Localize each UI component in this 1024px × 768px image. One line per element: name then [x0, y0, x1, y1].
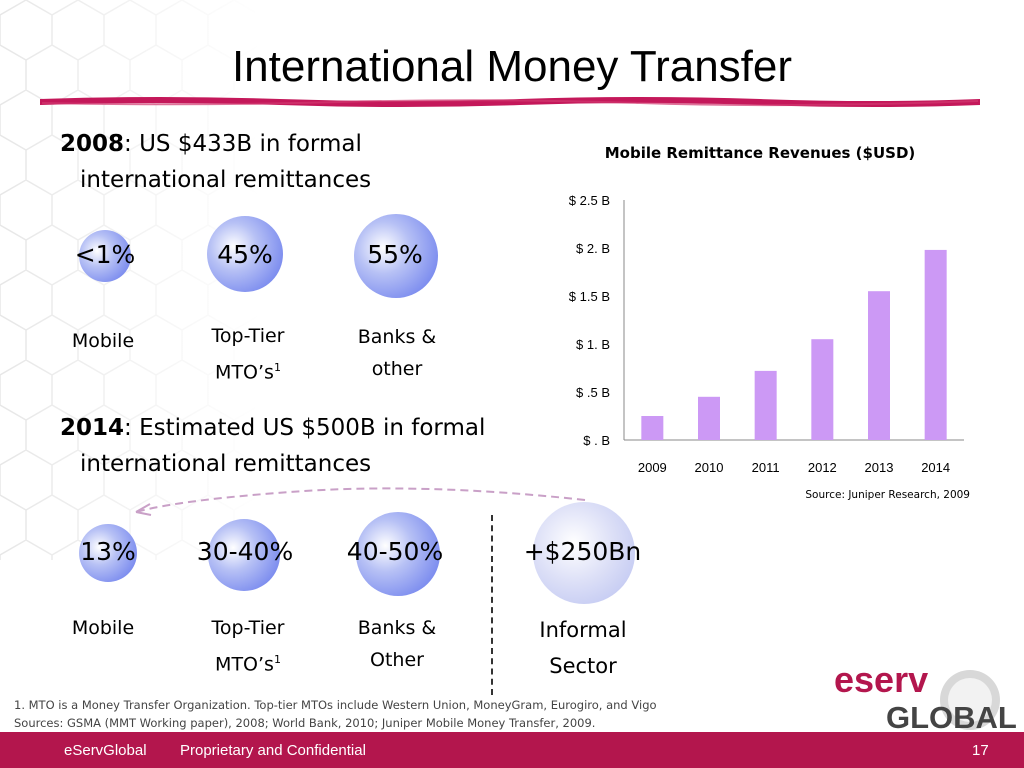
- y-tick-label: $ 2. B: [576, 241, 610, 256]
- bar-2013: [868, 291, 890, 440]
- value-informal-2014: +$250Bn: [523, 537, 642, 566]
- footnote-marker: 1: [273, 653, 281, 666]
- x-tick-label: 2010: [695, 460, 724, 475]
- label-toptier-2014-line2: MTO’s1: [180, 644, 316, 680]
- footnote-sources: Sources: GSMA (MMT Working paper), 2008;…: [14, 716, 596, 730]
- label-banks-2008: Banks & other: [330, 321, 464, 385]
- heading-2014: 2014: Estimated US $500B in formal: [60, 410, 485, 446]
- value-toptier-2014: 30-40%: [196, 537, 294, 566]
- footer-bar: [0, 732, 1024, 768]
- y-tick-label: $ 1. B: [576, 337, 610, 352]
- label-toptier-2008-line2: MTO’s1: [180, 352, 316, 388]
- label-informal-2014-line2: Sector: [549, 654, 617, 678]
- heading-2008-line2: international remittances: [80, 167, 372, 193]
- bar-2014: [924, 249, 947, 440]
- section-divider: [491, 515, 493, 695]
- logo-text-eserv: eserv: [834, 660, 928, 700]
- label-banks-2014-line1: Banks &: [357, 617, 437, 639]
- label-toptier-2008: Top-Tier MTO’s1: [180, 320, 316, 388]
- value-banks-2014: 40-50%: [346, 537, 444, 566]
- label-toptier-2008-mto: MTO’s: [215, 361, 274, 384]
- footer-company: eServGlobal: [64, 742, 147, 759]
- label-banks-2008-line2: other: [371, 358, 423, 380]
- page-title: International Money Transfer: [231, 42, 793, 91]
- circle-toptier-2014: [208, 519, 280, 591]
- chart-title: Mobile Remittance Revenues ($USD): [605, 144, 916, 162]
- heading-2008-text: : US $433B in formal: [124, 131, 362, 157]
- y-tick-label: $ 2.5 B: [569, 193, 610, 208]
- heading-2008-year: 2008: [60, 131, 125, 157]
- revenue-chart: Mobile Remittance Revenues ($USD) $ . B $ …: [569, 144, 970, 501]
- logo-text-global: GLOBAL: [886, 700, 1017, 732]
- y-tick-label: $ 1.5 B: [569, 289, 610, 304]
- y-tick-label: $ .5 B: [576, 385, 610, 400]
- heading-2014-year: 2014: [60, 415, 125, 441]
- footer-page-number: 17: [972, 742, 989, 759]
- label-banks-2008-line1: Banks &: [357, 326, 437, 348]
- circle-banks-2008: [354, 214, 438, 298]
- circle-toptier-2008: [207, 216, 283, 292]
- footnote-marker: 1: [273, 361, 281, 374]
- circle-banks-2014: [356, 512, 440, 596]
- circle-mobile-2014: [79, 524, 137, 582]
- label-toptier-2014-mto: MTO’s: [215, 653, 274, 676]
- label-toptier-2014: Top-Tier MTO’s1: [180, 612, 316, 680]
- x-tick-label: 2012: [808, 460, 837, 475]
- bar-2011: [754, 370, 777, 440]
- heading-2008: 2008: US $433B in formal: [60, 126, 362, 162]
- circle-mobile-2008: [79, 230, 131, 282]
- x-tick-label: 2009: [638, 460, 667, 475]
- eservglobal-logo: eserv GLOBAL: [834, 660, 1017, 732]
- footnote-mto: 1. MTO is a Money Transfer Organization.…: [14, 698, 657, 712]
- x-tick-label: 2011: [752, 460, 780, 475]
- label-informal-2014-line1: Informal: [539, 618, 627, 642]
- label-banks-2014-line2: Other: [370, 649, 424, 671]
- x-tick-label: 2014: [921, 460, 950, 475]
- label-mobile-2014: Mobile: [71, 617, 135, 639]
- label-informal-2014: Informal Sector: [510, 612, 656, 684]
- chart-source: Source: Juniper Research, 2009: [805, 489, 970, 501]
- y-tick-label: $ . B: [583, 433, 610, 448]
- footer-confidential: Proprietary and Confidential: [180, 742, 366, 759]
- bar-2012: [811, 339, 834, 440]
- label-mobile-2008: Mobile: [71, 330, 135, 352]
- label-banks-2014: Banks & Other: [330, 612, 464, 676]
- heading-2014-text: : Estimated US $500B in formal: [124, 415, 486, 441]
- bar-2009: [641, 416, 664, 440]
- value-toptier-2008: 45%: [217, 240, 273, 269]
- title-underline: [40, 97, 980, 107]
- heading-2014-line2: international remittances: [80, 451, 372, 477]
- value-mobile-2008: <1%: [74, 240, 136, 269]
- value-banks-2008: 55%: [367, 240, 423, 269]
- label-toptier-2014-line1: Top-Tier: [211, 617, 285, 639]
- label-toptier-2008-line1: Top-Tier: [211, 325, 285, 347]
- arrow-informal-to-mobile: [135, 487, 586, 516]
- value-mobile-2014: 13%: [80, 537, 136, 566]
- bar-2010: [698, 396, 720, 440]
- x-tick-label: 2013: [865, 460, 894, 475]
- circle-informal-2014: [533, 502, 635, 604]
